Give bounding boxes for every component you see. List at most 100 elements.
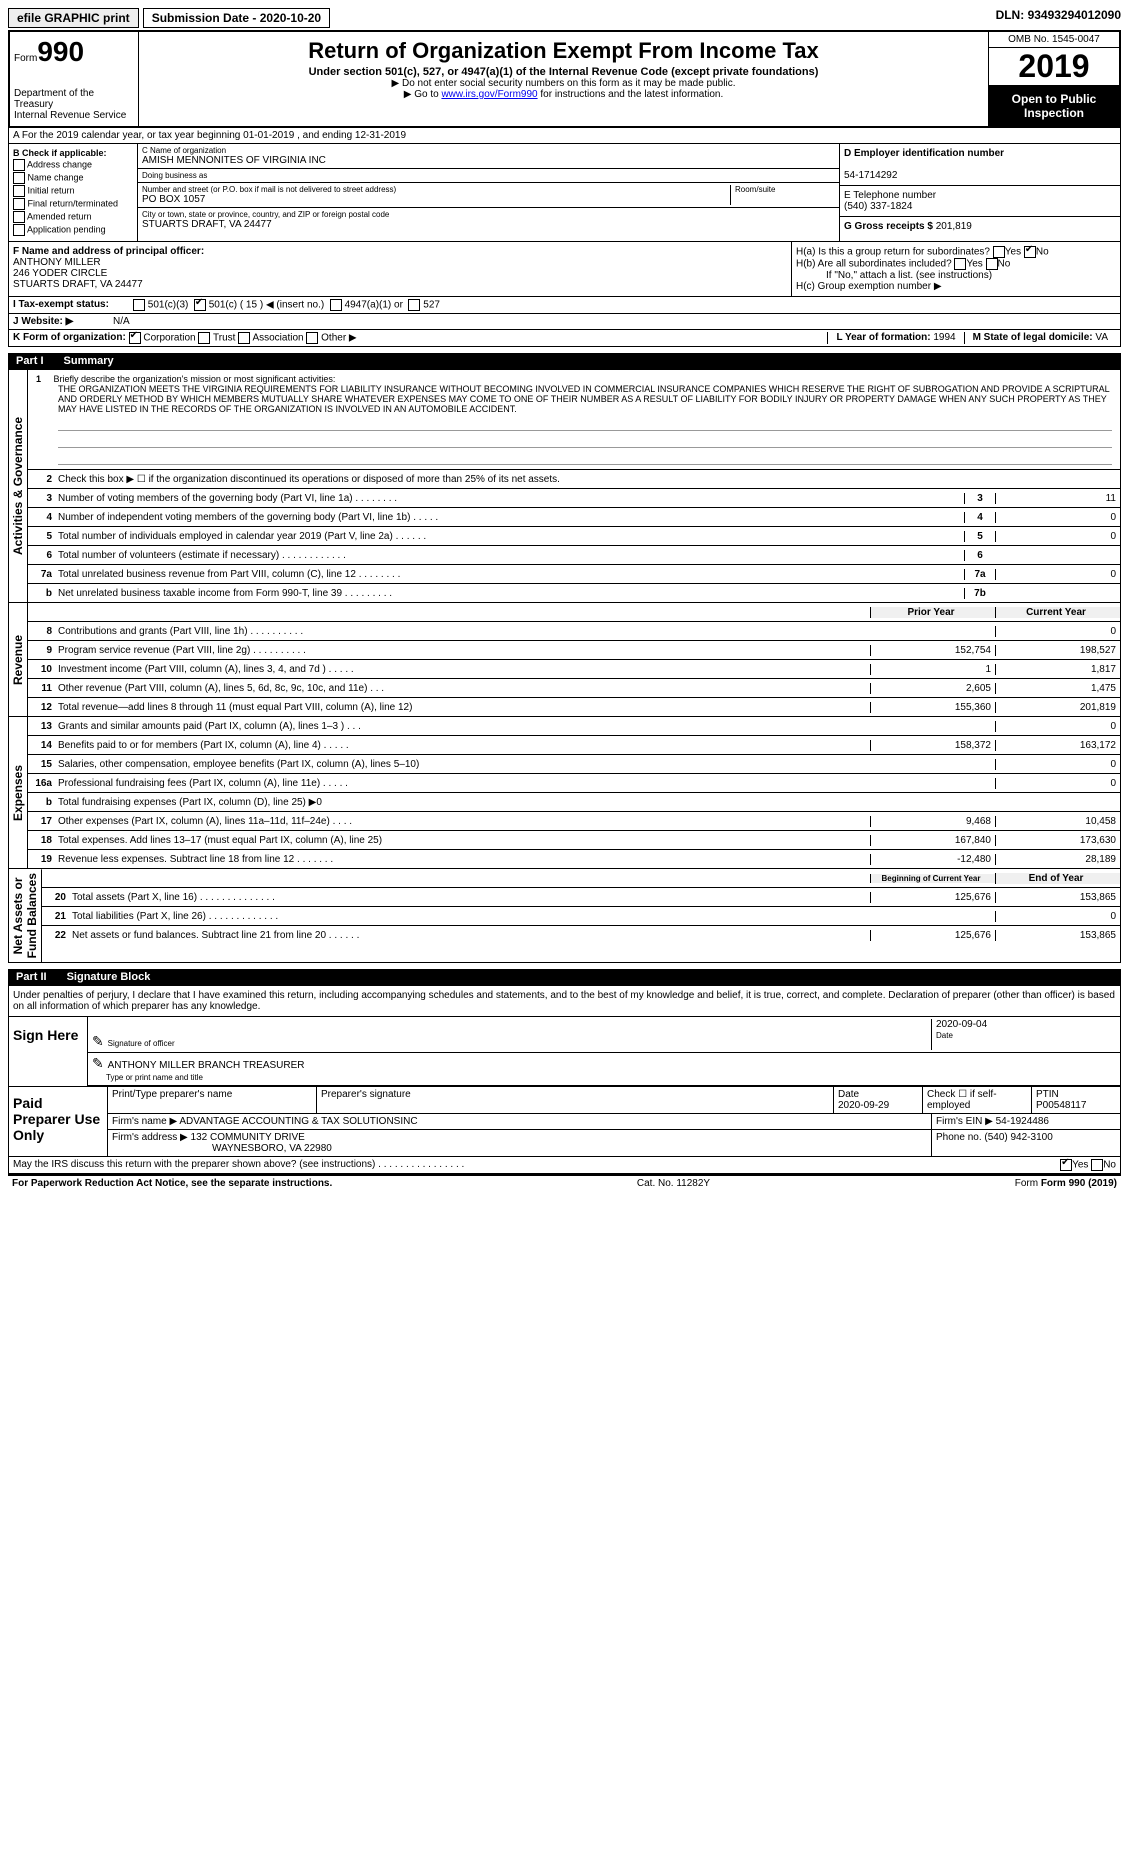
current-val: 0 bbox=[995, 911, 1120, 922]
cb-trust[interactable]: Trust bbox=[198, 332, 235, 344]
hb-yes[interactable] bbox=[954, 258, 966, 270]
dept-treasury: Department of the Treasury Internal Reve… bbox=[14, 88, 134, 121]
cb-name-change[interactable]: Name change bbox=[13, 172, 133, 184]
cb-corp[interactable]: Corporation bbox=[129, 332, 196, 344]
sig-date-label: Date bbox=[936, 1031, 953, 1040]
summary-row: 11Other revenue (Part VIII, column (A), … bbox=[28, 679, 1120, 698]
cb-501c[interactable]: 501(c) ( 15 ) ◀ (insert no.) bbox=[194, 299, 324, 311]
cb-501c3[interactable]: 501(c)(3) bbox=[133, 299, 188, 311]
ha-no[interactable] bbox=[1024, 246, 1036, 258]
part2-header: Part II Signature Block bbox=[8, 969, 1121, 985]
org-name-cell: C Name of organization AMISH MENNONITES … bbox=[138, 144, 839, 169]
mission-num: 1 bbox=[36, 374, 41, 384]
current-val: 173,630 bbox=[995, 835, 1120, 846]
prior-val: 125,676 bbox=[870, 892, 995, 903]
current-val: 1,475 bbox=[995, 683, 1120, 694]
efile-print-button[interactable]: efile GRAPHIC print bbox=[8, 8, 139, 28]
cb-527[interactable]: 527 bbox=[408, 299, 439, 311]
cb-initial-return[interactable]: Initial return bbox=[13, 185, 133, 197]
ha-yes[interactable] bbox=[993, 246, 1005, 258]
header-mid: Return of Organization Exempt From Incom… bbox=[139, 32, 988, 126]
part1-header: Part I Summary bbox=[8, 353, 1121, 369]
col-b-checkboxes: B Check if applicable: Address change Na… bbox=[9, 144, 138, 241]
note2-post: for instructions and the latest informat… bbox=[538, 89, 724, 100]
line-desc: Grants and similar amounts paid (Part IX… bbox=[58, 719, 870, 734]
prior-val: 2,605 bbox=[870, 683, 995, 694]
line-num: 21 bbox=[42, 911, 72, 922]
part1-label: Part I bbox=[16, 355, 44, 367]
col-d-ein: D Employer identification number 54-1714… bbox=[839, 144, 1120, 241]
firm-addr1: 132 COMMUNITY DRIVE bbox=[191, 1132, 305, 1143]
line-num: 11 bbox=[28, 683, 58, 694]
prior-val: -12,480 bbox=[870, 854, 995, 865]
summary-row: 8Contributions and grants (Part VIII, li… bbox=[28, 622, 1120, 641]
cb-final-return[interactable]: Final return/terminated bbox=[13, 198, 133, 210]
net-assets-section: Net Assets or Fund Balances Beginning of… bbox=[8, 869, 1121, 963]
line-num: 2 bbox=[28, 474, 58, 485]
summary-row: 12Total revenue—add lines 8 through 11 (… bbox=[28, 698, 1120, 716]
ag-content: 1 Briefly describe the organization's mi… bbox=[28, 370, 1120, 602]
line-desc: Total fundraising expenses (Part IX, col… bbox=[58, 795, 870, 810]
mission-text: THE ORGANIZATION MEETS THE VIRGINIA REQU… bbox=[58, 384, 1109, 414]
cb-assoc[interactable]: Association bbox=[238, 332, 303, 344]
note-link: ▶ Go to www.irs.gov/Form990 for instruct… bbox=[143, 89, 984, 100]
line-num: b bbox=[28, 797, 58, 808]
blank-line bbox=[58, 450, 1112, 465]
discuss-row: May the IRS discuss this return with the… bbox=[8, 1157, 1121, 1174]
cb-4947[interactable]: 4947(a)(1) or bbox=[330, 299, 403, 311]
prep-name-label: Print/Type preparer's name bbox=[108, 1087, 317, 1113]
l-val: 1994 bbox=[933, 332, 955, 343]
header-right: OMB No. 1545-0047 2019 Open to Public In… bbox=[988, 32, 1119, 126]
room-label: Room/suite bbox=[731, 185, 835, 205]
line-box: 6 bbox=[964, 550, 995, 561]
footer-right: Form Form 990 (2019) bbox=[1015, 1178, 1117, 1189]
current-val: 1,817 bbox=[995, 664, 1120, 675]
form-header: Form990 Department of the Treasury Inter… bbox=[8, 30, 1121, 128]
summary-row: 17Other expenses (Part IX, column (A), l… bbox=[28, 812, 1120, 831]
tax-year: 2019 bbox=[989, 48, 1119, 86]
summary-row: 3Number of voting members of the governi… bbox=[28, 489, 1120, 508]
ptin-label: PTIN bbox=[1036, 1089, 1059, 1100]
current-val: 10,458 bbox=[995, 816, 1120, 827]
line-desc: Net assets or fund balances. Subtract li… bbox=[72, 928, 870, 943]
discuss-yes-cb[interactable] bbox=[1060, 1159, 1072, 1171]
cb-address-change[interactable]: Address change bbox=[13, 159, 133, 171]
cb-label: Name change bbox=[28, 172, 84, 182]
form-label: Form bbox=[14, 53, 37, 64]
hb-no[interactable] bbox=[986, 258, 998, 270]
firm-ein-label: Firm's EIN ▶ bbox=[936, 1116, 996, 1127]
opt: Trust bbox=[213, 333, 235, 344]
dba-label: Doing business as bbox=[142, 171, 835, 180]
blank-line bbox=[58, 416, 1112, 431]
cb-application-pending[interactable]: Application pending bbox=[13, 224, 133, 236]
row-a-tax-year: A For the 2019 calendar year, or tax yea… bbox=[8, 128, 1121, 144]
gross-cell: G Gross receipts $ 201,819 bbox=[840, 217, 1120, 236]
part1-title: Summary bbox=[64, 355, 114, 367]
discuss-no-cb[interactable] bbox=[1091, 1159, 1103, 1171]
type-label: Type or print name and title bbox=[92, 1073, 203, 1082]
prep-date-val: 2020-09-29 bbox=[838, 1100, 889, 1111]
row-i-tax-status: I Tax-exempt status: 501(c)(3) 501(c) ( … bbox=[8, 297, 1121, 314]
cb-other[interactable]: Other ▶ bbox=[306, 332, 356, 344]
sig-name-line: ✎ ANTHONY MILLER BRANCH TREASURERType or… bbox=[88, 1053, 1120, 1086]
paid-label: Paid Preparer Use Only bbox=[9, 1087, 108, 1156]
firm-name: ADVANTAGE ACCOUNTING & TAX SOLUTIONSINC bbox=[179, 1116, 417, 1127]
addr-label: Number and street (or P.O. box if mail i… bbox=[142, 185, 730, 194]
top-bar: efile GRAPHIC print Submission Date - 20… bbox=[8, 8, 1121, 28]
line-num: 22 bbox=[42, 930, 72, 941]
ein-label: D Employer identification number bbox=[844, 148, 1004, 159]
summary-row: 16aProfessional fundraising fees (Part I… bbox=[28, 774, 1120, 793]
line-desc: Total revenue—add lines 8 through 11 (mu… bbox=[58, 700, 870, 715]
prior-val: 9,468 bbox=[870, 816, 995, 827]
addr-value: PO BOX 1057 bbox=[142, 194, 730, 205]
sub-date: 2020-10-20 bbox=[260, 11, 321, 25]
self-employed-cb[interactable]: Check ☐ if self-employed bbox=[923, 1087, 1032, 1113]
irs-link[interactable]: www.irs.gov/Form990 bbox=[441, 89, 537, 100]
sig-fields: ✎ Signature of officer 2020-09-04Date ✎ … bbox=[88, 1017, 1120, 1086]
form-subtitle: Under section 501(c), 527, or 4947(a)(1)… bbox=[143, 66, 984, 78]
cb-amended-return[interactable]: Amended return bbox=[13, 211, 133, 223]
revenue-section: Revenue Prior Year Current Year 8Contrib… bbox=[8, 603, 1121, 717]
line-desc: Total liabilities (Part X, line 26) . . … bbox=[72, 909, 870, 924]
footer-form: Form 990 (2019) bbox=[1041, 1178, 1117, 1189]
part2-title: Signature Block bbox=[67, 971, 151, 983]
